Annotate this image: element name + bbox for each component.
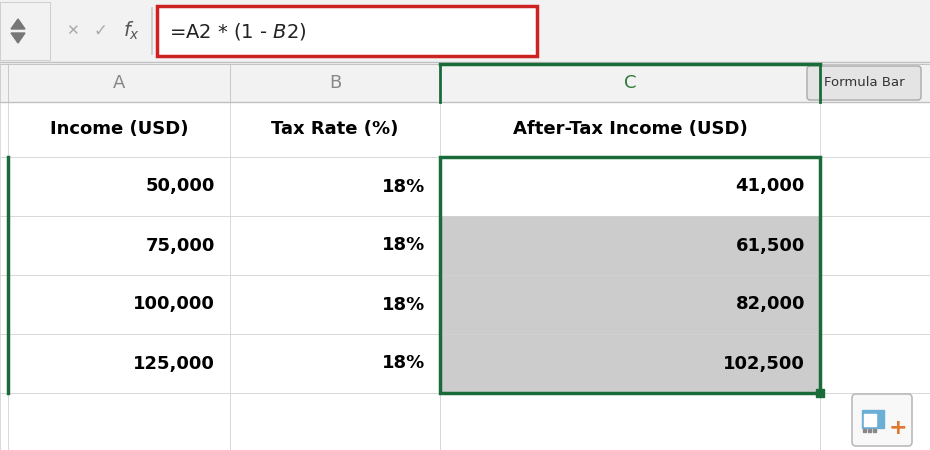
Text: 100,000: 100,000	[133, 296, 215, 314]
Polygon shape	[11, 33, 25, 43]
Text: 125,000: 125,000	[133, 355, 215, 373]
Bar	[8, 334, 230, 393]
FancyBboxPatch shape	[852, 394, 912, 446]
Bar	[862, 410, 884, 428]
Text: 18%: 18%	[381, 296, 425, 314]
Polygon shape	[11, 19, 25, 29]
Bar	[820, 334, 930, 393]
Text: 75,000: 75,000	[146, 237, 215, 255]
Bar	[0, 275, 8, 334]
Text: Income (USD): Income (USD)	[49, 121, 188, 139]
Bar	[440, 393, 820, 450]
Bar	[820, 64, 930, 102]
Text: 18%: 18%	[381, 237, 425, 255]
Bar	[0, 2, 50, 60]
FancyBboxPatch shape	[807, 66, 921, 100]
Bar	[868, 429, 871, 432]
Bar	[440, 64, 820, 102]
Bar	[863, 429, 866, 432]
Text: 50,000: 50,000	[146, 177, 215, 195]
Bar	[230, 393, 440, 450]
Bar	[864, 414, 876, 426]
Bar	[873, 429, 876, 432]
Text: D: D	[868, 74, 882, 92]
Bar	[230, 216, 440, 275]
Text: 102,500: 102,500	[724, 355, 805, 373]
Bar	[0, 393, 8, 450]
Bar	[8, 275, 230, 334]
Bar	[0, 157, 8, 216]
Bar	[820, 157, 930, 216]
Bar	[440, 102, 820, 157]
Bar	[820, 393, 930, 450]
Bar	[440, 157, 820, 216]
Text: $f_x$: $f_x$	[124, 20, 140, 42]
Bar	[0, 334, 8, 393]
Bar	[816, 389, 824, 397]
Text: After-Tax Income (USD): After-Tax Income (USD)	[512, 121, 748, 139]
Bar	[8, 157, 230, 216]
Bar	[0, 64, 8, 102]
Bar	[0, 216, 8, 275]
Bar	[440, 275, 820, 334]
Bar	[0, 393, 230, 450]
Text: 61,500: 61,500	[736, 237, 805, 255]
Bar	[230, 334, 440, 393]
Bar	[230, 64, 440, 102]
Text: =A2 * (1 - $B$2): =A2 * (1 - $B$2)	[169, 21, 306, 41]
Text: 82,000: 82,000	[736, 296, 805, 314]
Bar	[230, 393, 440, 450]
Bar	[820, 102, 930, 157]
Bar	[0, 102, 8, 157]
Text: ✓: ✓	[93, 22, 107, 40]
Bar	[230, 102, 440, 157]
Text: B: B	[329, 74, 341, 92]
Text: +: +	[889, 418, 908, 438]
Bar	[8, 216, 230, 275]
Text: Tax Rate (%): Tax Rate (%)	[272, 121, 399, 139]
Text: Formula Bar: Formula Bar	[824, 76, 904, 90]
Bar	[440, 157, 820, 393]
FancyBboxPatch shape	[157, 6, 537, 56]
Bar	[440, 216, 820, 275]
Bar	[0, 0, 930, 62]
Text: A: A	[113, 74, 126, 92]
Bar	[820, 275, 930, 334]
Text: 41,000: 41,000	[736, 177, 805, 195]
Text: ✕: ✕	[66, 23, 78, 39]
Bar	[8, 64, 230, 102]
Bar	[8, 102, 230, 157]
Bar	[440, 393, 820, 450]
Bar	[0, 64, 930, 102]
Text: 18%: 18%	[381, 177, 425, 195]
Bar	[440, 334, 820, 393]
Text: 18%: 18%	[381, 355, 425, 373]
Text: C: C	[624, 74, 636, 92]
Bar	[230, 157, 440, 216]
Bar	[820, 216, 930, 275]
Bar	[820, 393, 930, 450]
Bar	[230, 275, 440, 334]
Bar	[0, 64, 930, 450]
Bar	[8, 393, 230, 450]
